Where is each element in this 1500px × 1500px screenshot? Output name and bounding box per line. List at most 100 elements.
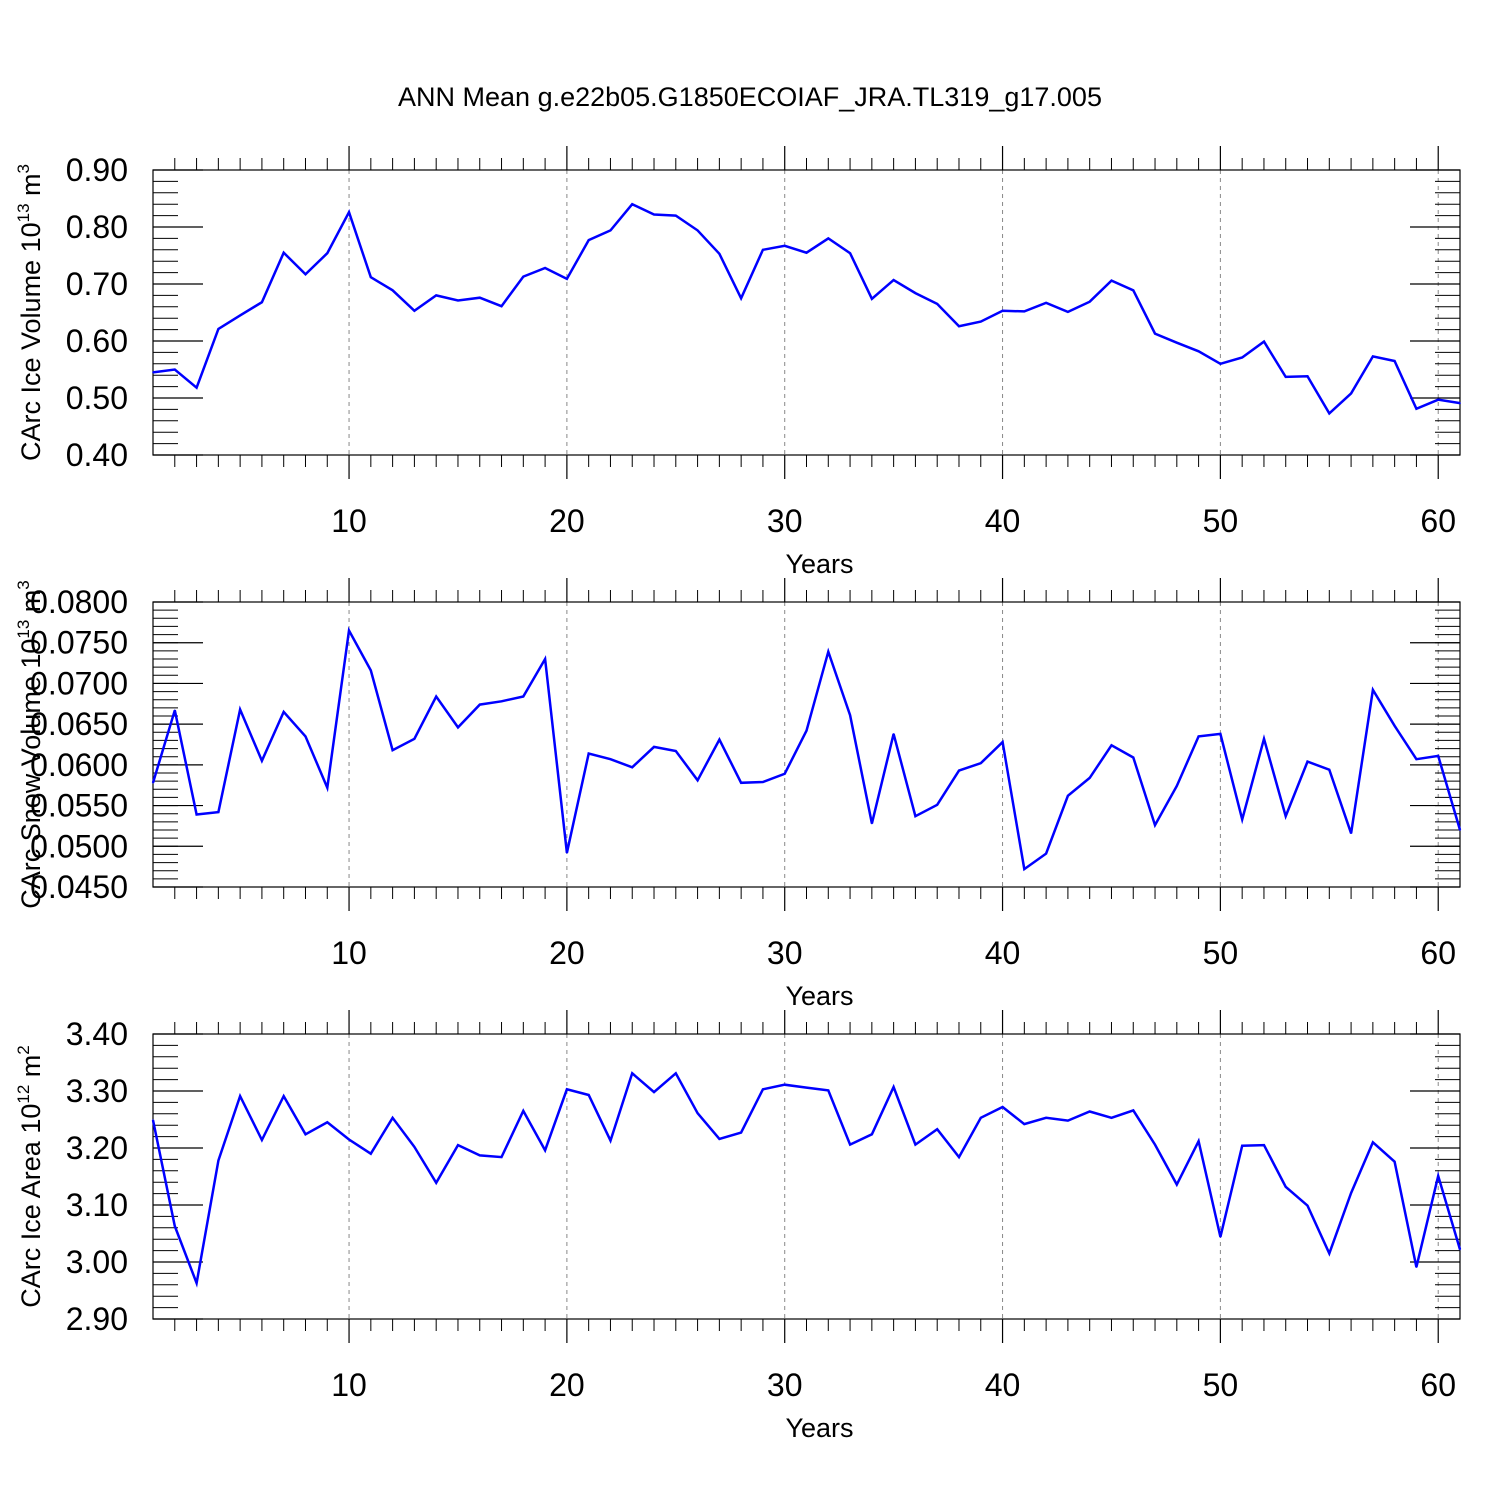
y-tick-label-0.0500: 0.0500 [30,828,128,864]
data-point [326,786,329,789]
x-tick-label-40: 40 [985,503,1021,539]
x-tick-label-20: 20 [549,503,585,539]
data-point [1110,279,1113,282]
data-point [544,1149,546,1152]
data-point [1437,1175,1440,1177]
y-axis-label-unit-exponent: 3 [14,580,33,589]
data-point [522,695,525,698]
data-point [1176,785,1178,787]
data-point [566,852,568,854]
data-point [195,1282,198,1284]
data-point [413,738,416,740]
chart-panel-3: 10 20 30 40 50 60 Years 2.90 3.00 3.10 3.20 3.30 3.4… [14,1010,1462,1443]
data-point [500,1156,503,1158]
data-point [892,733,895,735]
chart-panel-1: 10 20 30 40 50 60 Years 0.40 0.50 0.60 0.70 0.80 0.9… [14,146,1461,579]
data-point [1176,341,1178,344]
data-point [413,1146,416,1148]
data-point [958,1156,960,1158]
data-point [762,781,764,783]
data-point [587,1094,590,1096]
data-point [609,1139,612,1142]
data-point [217,328,220,330]
data-point [435,294,437,297]
data-point [217,811,220,813]
data-point [304,1133,307,1136]
y-axis-label: CArc Ice Area 1012 m2 [14,1045,46,1308]
data-point [522,1110,525,1112]
data-point [1197,1140,1200,1142]
data-point [587,239,590,241]
data-point [304,735,307,738]
data-point [348,211,350,213]
data-point [1023,868,1026,870]
x-tick-label-30: 30 [767,935,803,971]
data-point [435,1181,437,1184]
data-point [1154,332,1156,335]
x-tick-label-60: 60 [1420,1367,1456,1403]
x-tick-label-40: 40 [985,1367,1021,1403]
data-point [478,296,481,299]
data-point [1350,1192,1352,1194]
data-point [1132,756,1135,759]
x-tick-label-50: 50 [1203,935,1239,971]
data-point [348,629,350,632]
data-point [914,292,917,294]
y-tick-label-0.0650: 0.0650 [30,706,128,742]
data-point [261,759,263,762]
data-point [609,758,612,760]
data-point [457,726,459,729]
data-point [1350,832,1352,835]
data-point [1219,733,1222,735]
data-point [871,298,873,300]
data-point [1328,1252,1331,1255]
data-point [653,746,655,748]
data-point [1110,744,1113,747]
data-point [631,203,634,205]
data-point [1284,815,1287,817]
data-point [370,1152,372,1155]
data-point [326,252,329,255]
x-tick-label-40: 40 [985,935,1021,971]
data-point [1219,363,1222,365]
data-point [566,278,568,280]
y-tick-label-3.20: 3.20 [66,1130,128,1166]
y-axis-label-unit-exponent: 2 [14,1045,33,1054]
data-point [892,1086,895,1088]
data-point [370,276,372,278]
data-point [1154,824,1156,826]
data-point [1306,375,1309,378]
data-point [544,267,546,269]
data-point [173,1225,176,1227]
x-axis-label: Years [785,1413,853,1443]
data-point [152,371,154,374]
data-point [1067,311,1069,313]
data-point [936,803,938,806]
data-point [304,273,307,276]
x-tick-label-30: 30 [767,503,803,539]
data-point [849,252,851,255]
y-tick-label-0.80: 0.80 [66,209,128,245]
data-point [1088,300,1091,303]
data-point [1328,768,1331,771]
y-axis-label-exponent: 12 [14,1085,33,1104]
y-axis-label-text: CArc Ice Volume 10 [16,222,46,461]
data-point [1001,741,1004,743]
data-point [1001,309,1004,312]
data-point [1437,755,1440,757]
data-point [152,781,154,784]
data-point [282,1095,285,1097]
data-point [478,703,481,706]
data-point [805,251,808,254]
data-point [631,1072,634,1075]
data-point [1415,758,1418,760]
data-point [762,249,764,251]
data-point [217,1159,220,1162]
data-point [740,297,742,300]
y-tick-label-0.0450: 0.0450 [30,869,128,905]
y-tick-label-0.50: 0.50 [66,380,128,416]
y-axis-label: CArc Snow Volume 1013 m3 [14,580,46,909]
y-axis-label-text: CArc Snow Volume 10 [16,639,46,909]
data-point [696,1112,699,1115]
data-point [239,1095,241,1097]
